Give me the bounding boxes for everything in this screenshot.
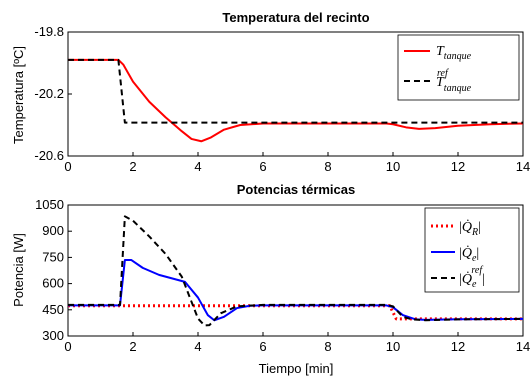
legend-box: [397, 34, 520, 101]
chart-title: Potencias térmicas: [237, 182, 356, 197]
series-line-0: [68, 304, 523, 321]
legend-label-t-tanque: Ttanque: [436, 44, 472, 62]
x-tick-label: 10: [386, 339, 400, 354]
x-axis-label: Tiempo [min]: [259, 361, 334, 376]
x-tick-label: 2: [129, 159, 136, 174]
series-line-2: [68, 215, 524, 327]
series-line-0: [68, 58, 524, 143]
x-tick-label: 14: [516, 159, 530, 174]
x-tick-label: 14: [516, 339, 530, 354]
x-tick-label: 0: [64, 339, 71, 354]
y-tick-label: -19.8: [34, 24, 64, 39]
series-group: [68, 215, 524, 327]
y-ticks: -19.8 -20.2 -20.6: [34, 24, 72, 163]
chart-power: Potencias térmicas 0 2 4 6 8 10 12 14 1050 900 75…: [11, 182, 530, 376]
x-tick-label: 0: [64, 159, 71, 174]
legend-label-q-r: |Q̇R|: [459, 219, 481, 238]
legend-label-q-e: |Q̇e|: [459, 245, 479, 264]
x-ticks: 0 2 4 6 8 10 12 14: [64, 152, 530, 174]
x-tick-label: 6: [259, 159, 266, 174]
x-tick-label: 4: [194, 339, 201, 354]
x-tick-label: 10: [386, 159, 400, 174]
chart-title: Temperatura del recinto: [222, 10, 369, 25]
x-tick-label: 6: [259, 339, 266, 354]
x-tick-label: 8: [324, 339, 331, 354]
legend-label-q-e-ref: |Q̇eref|: [459, 265, 485, 290]
y-tick-label: 450: [42, 302, 64, 317]
chart-temperature: Temperatura del recinto 0 2 4 6 8 10 12 14 -19.…: [11, 10, 530, 174]
x-tick-label: 12: [451, 339, 465, 354]
x-tick-label: 12: [451, 159, 465, 174]
y-tick-label: 750: [42, 249, 64, 264]
legend: Ttanque Ttanqueref: [397, 34, 520, 101]
series-group: [68, 58, 524, 143]
series-line-1: [68, 58, 523, 124]
x-ticks: 0 2 4 6 8 10 12 14: [64, 332, 530, 354]
y-tick-label: -20.2: [34, 86, 64, 101]
y-tick-label: 300: [42, 328, 64, 343]
y-tick-label: -20.6: [34, 148, 64, 163]
legend-box: [424, 207, 520, 293]
y-axis-label: Temperatura [ºC]: [11, 46, 26, 144]
legend-label-t-tanque-ref: Ttanqueref: [436, 68, 472, 94]
y-tick-label: 600: [42, 276, 64, 291]
x-tick-label: 4: [194, 159, 201, 174]
x-tick-label: 8: [324, 159, 331, 174]
y-tick-label: 1050: [35, 197, 64, 212]
legend: |Q̇R| |Q̇e| |Q̇eref|: [424, 207, 520, 293]
x-tick-label: 2: [129, 339, 136, 354]
series-line-1: [68, 259, 524, 322]
y-ticks: 1050 900 750 600 450 300: [35, 197, 72, 343]
y-axis-label: Potencia [W]: [11, 233, 26, 307]
y-tick-label: 900: [42, 223, 64, 238]
